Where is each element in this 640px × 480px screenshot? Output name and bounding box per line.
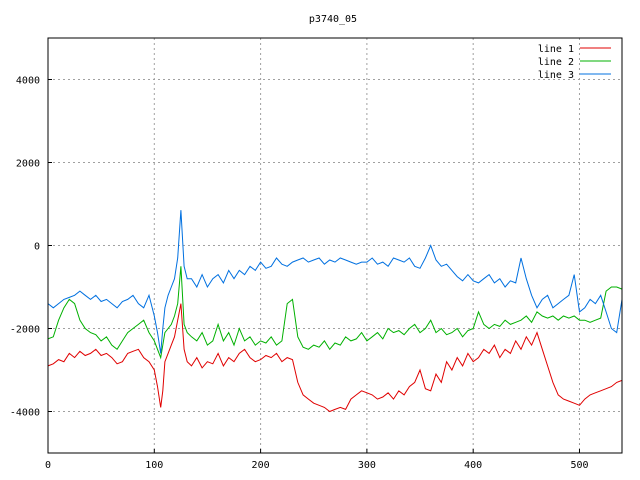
x-tick-label: 500 (570, 460, 588, 471)
y-tick-label: 0 (34, 242, 40, 253)
grid-lines (48, 38, 622, 453)
chart-title: p3740_05 (309, 14, 357, 25)
legend-label: line 2 (538, 57, 574, 68)
legend-label: line 3 (538, 70, 574, 81)
y-tick-label: 4000 (16, 76, 40, 87)
x-tick-label: 0 (45, 460, 51, 471)
series-line-3 (47, 210, 623, 354)
legend-label: line 1 (538, 44, 574, 55)
y-tick-label: 2000 (16, 159, 40, 170)
legend: line 1 line 2 line 3 (538, 44, 611, 81)
x-tick-label: 100 (145, 460, 163, 471)
y-tick-label: -4000 (10, 408, 40, 419)
x-tick-label: 300 (358, 460, 376, 471)
y-tick-label: -2000 (10, 325, 40, 336)
series-layer (47, 210, 623, 413)
x-tick-label: 200 (252, 460, 270, 471)
x-tick-label: 400 (464, 460, 482, 471)
series-line-2 (47, 266, 623, 360)
axis-ticks: 0 100 200 300 400 500 -4000 -2000 0 2000 4000 (10, 76, 589, 472)
series-line-1 (47, 303, 623, 413)
